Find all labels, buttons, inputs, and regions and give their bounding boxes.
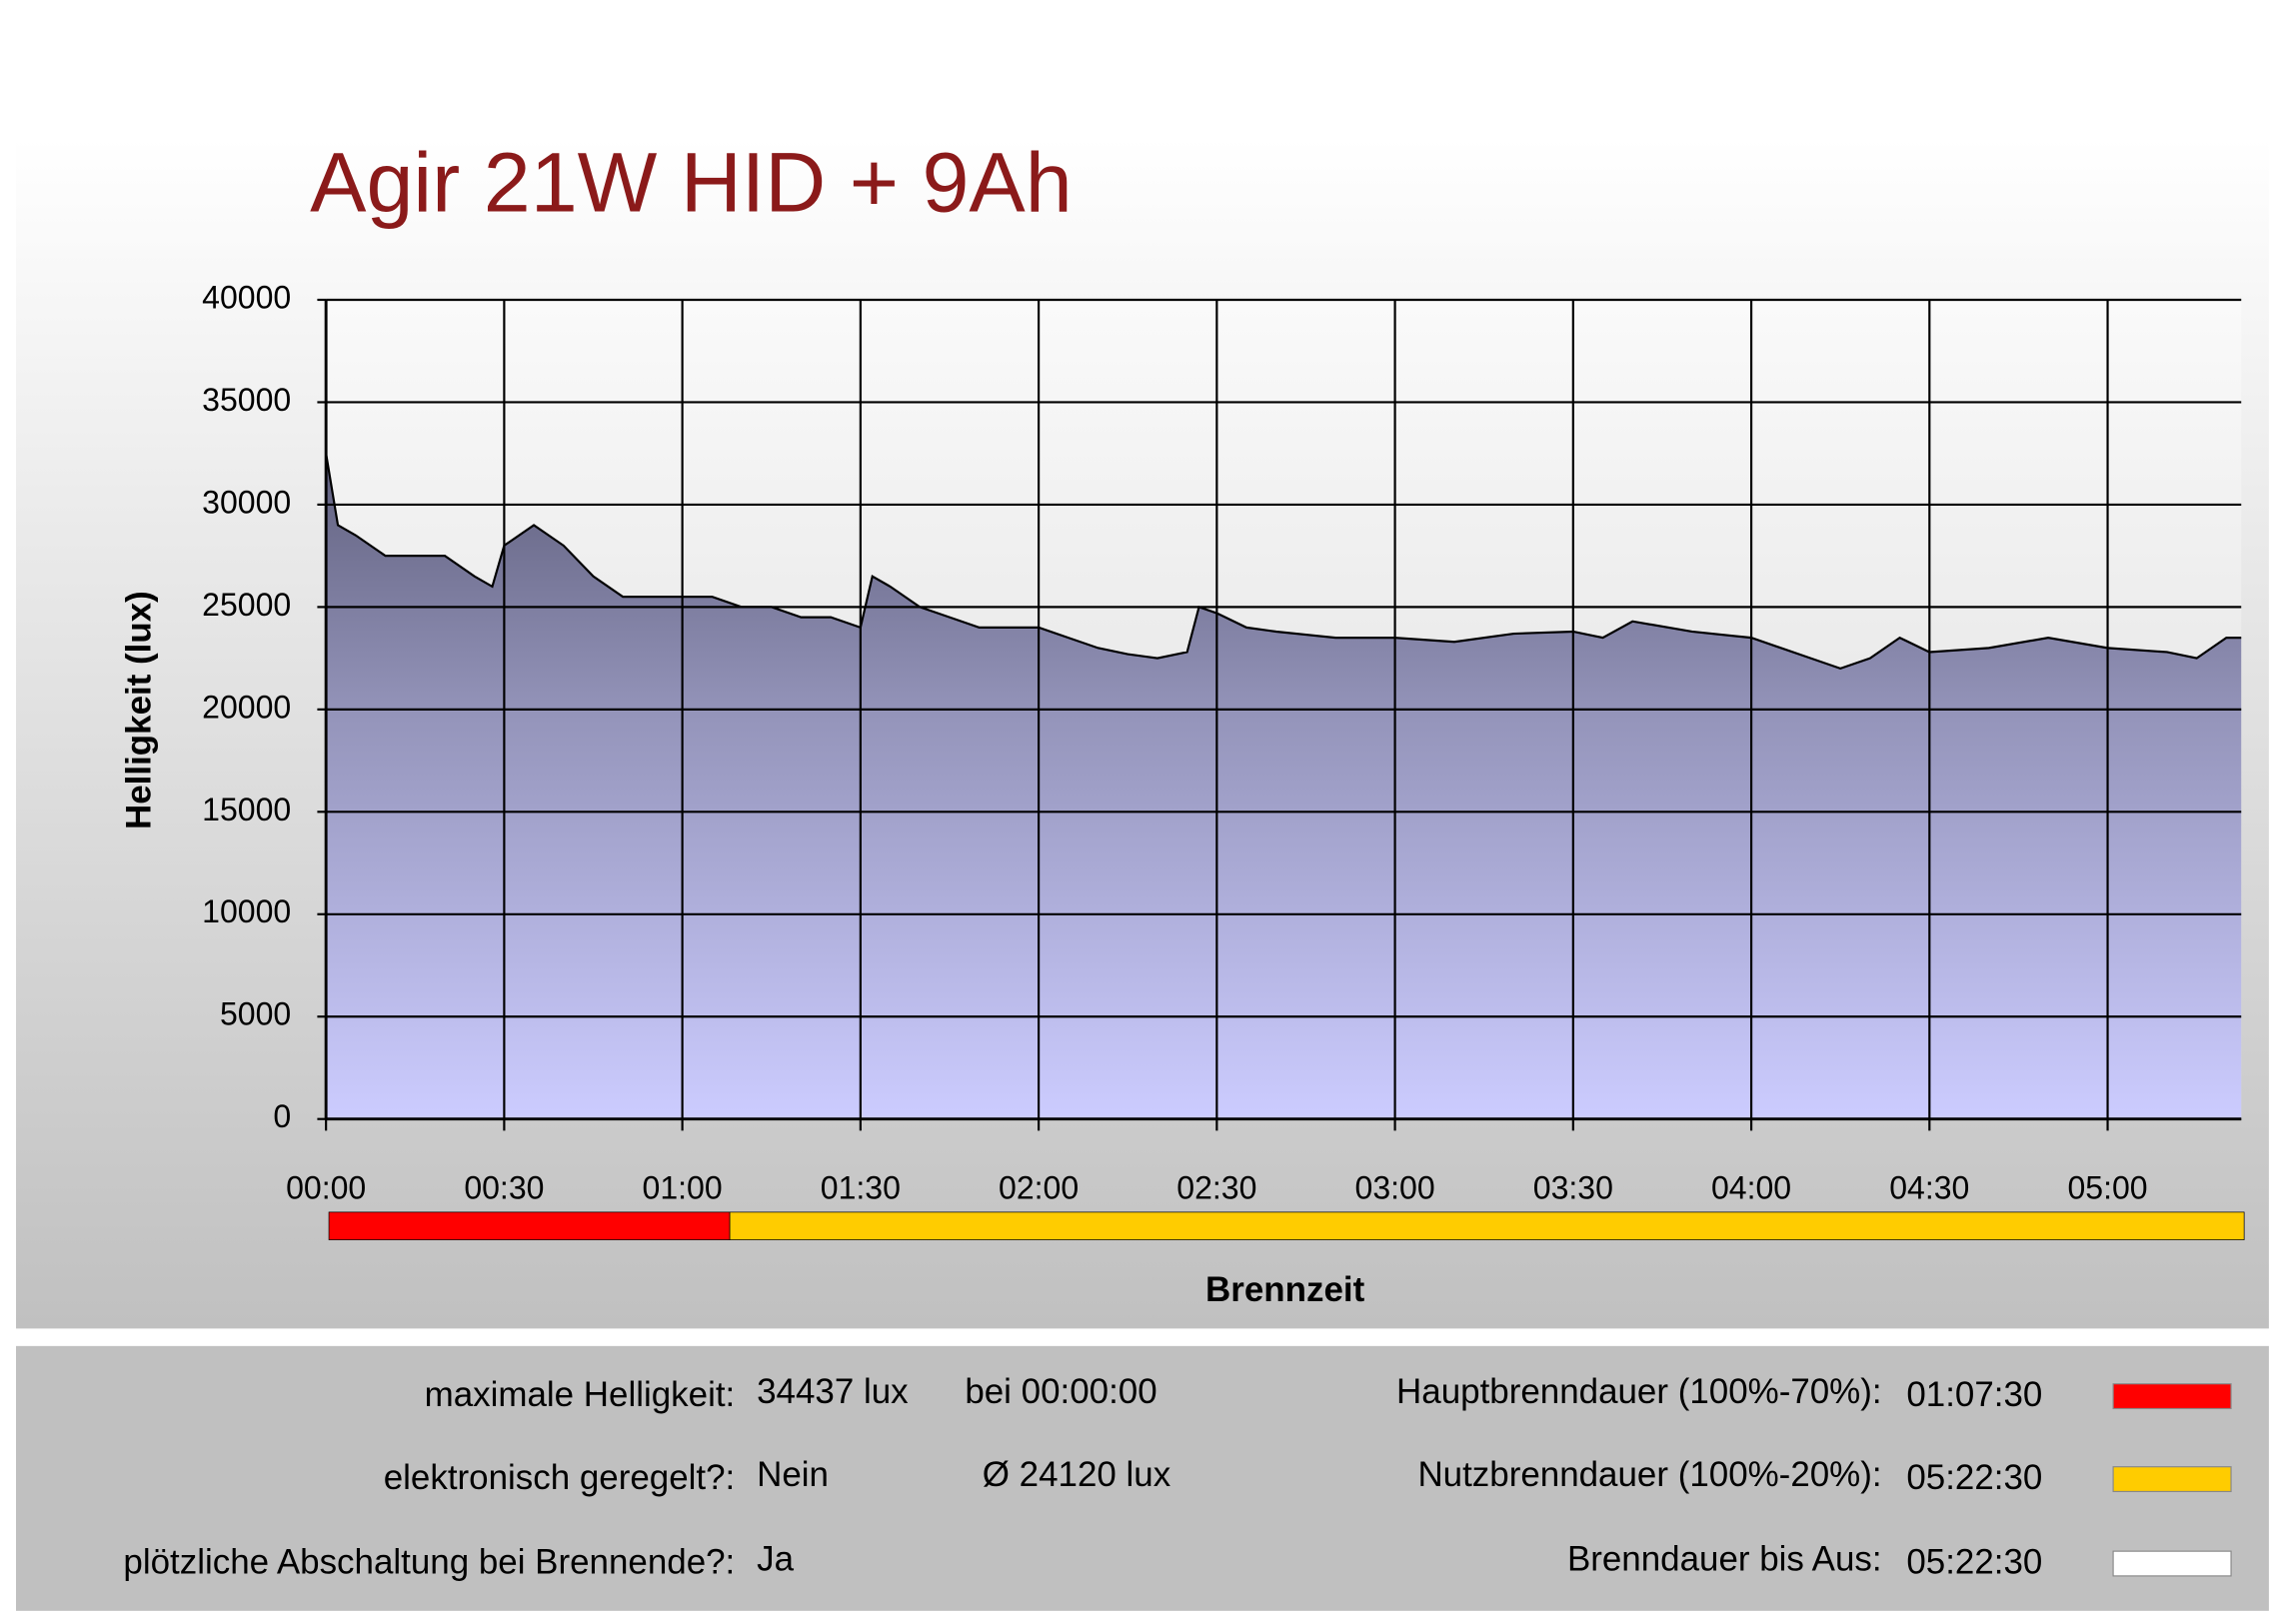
burn-band <box>328 1211 731 1240</box>
y-tick-label: 0 <box>273 1098 291 1134</box>
info-label: maximale Helligkeit: <box>425 1375 736 1414</box>
info-label: Hauptbrenndauer (100%-70%): <box>1396 1372 1882 1411</box>
line <box>325 453 2242 671</box>
info-value: 01:07:30 <box>1906 1375 2042 1414</box>
info-extra: bei 00:00:00 <box>965 1372 1156 1411</box>
x-tick-label: 00:30 <box>464 1170 544 1206</box>
x-tick-label: 03:00 <box>1355 1170 1435 1206</box>
info-panel <box>16 1345 2269 1611</box>
info-value: Ja <box>757 1540 794 1579</box>
info-value: 34437 lux <box>757 1372 909 1411</box>
y-tick-label: 5000 <box>220 996 291 1032</box>
area <box>326 453 2242 1119</box>
y-tick-label: 30000 <box>202 484 291 520</box>
x-axis-label: Brennzeit <box>1205 1270 1365 1309</box>
plot-layer: 0 5000 10000 15000 20000 25000 30000 35000 40000… <box>123 279 2245 1581</box>
x-tick-label: 01:00 <box>643 1170 723 1206</box>
y-axis-label: Helligkeit (lux) <box>119 591 158 829</box>
x-tick-label: 04:00 <box>1711 1170 1791 1206</box>
info-extra: Ø 24120 lux <box>983 1455 1171 1494</box>
chart-title: Agir 21W HID + 9Ah <box>310 136 1073 230</box>
info-label: elektronisch geregelt?: <box>384 1458 736 1497</box>
info-label: Brenndauer bis Aus: <box>1567 1540 1882 1579</box>
y-tick-label: 35000 <box>202 382 291 418</box>
info-label: Nutzbrenndauer (100%-20%): <box>1417 1455 1881 1494</box>
y-tick-label: 10000 <box>202 893 291 929</box>
x-tick-label: 00:00 <box>286 1170 366 1206</box>
info-value: 05:22:30 <box>1906 1542 2042 1581</box>
legend-swatch <box>2112 1383 2232 1410</box>
x-tick-label: 04:30 <box>1889 1170 1969 1206</box>
legend-swatch <box>2112 1466 2232 1493</box>
info-value: Nein <box>757 1455 829 1494</box>
x-tick-label: 02:30 <box>1176 1170 1256 1206</box>
x-tick-label: 02:00 <box>999 1170 1079 1206</box>
legend-swatch <box>2112 1550 2232 1577</box>
info-value: 05:22:30 <box>1906 1458 2042 1497</box>
info-label: plötzliche Abschaltung bei Brennende?: <box>123 1542 735 1581</box>
x-tick-label: 01:30 <box>821 1170 901 1206</box>
burn-band <box>729 1211 2245 1240</box>
y-tick-label: 15000 <box>202 792 291 827</box>
x-tick-label: 05:00 <box>2067 1170 2147 1206</box>
y-tick-label: 20000 <box>202 689 291 725</box>
y-tick-label: 40000 <box>202 279 291 315</box>
y-tick-label: 25000 <box>202 587 291 623</box>
x-tick-label: 03:30 <box>1533 1170 1613 1206</box>
